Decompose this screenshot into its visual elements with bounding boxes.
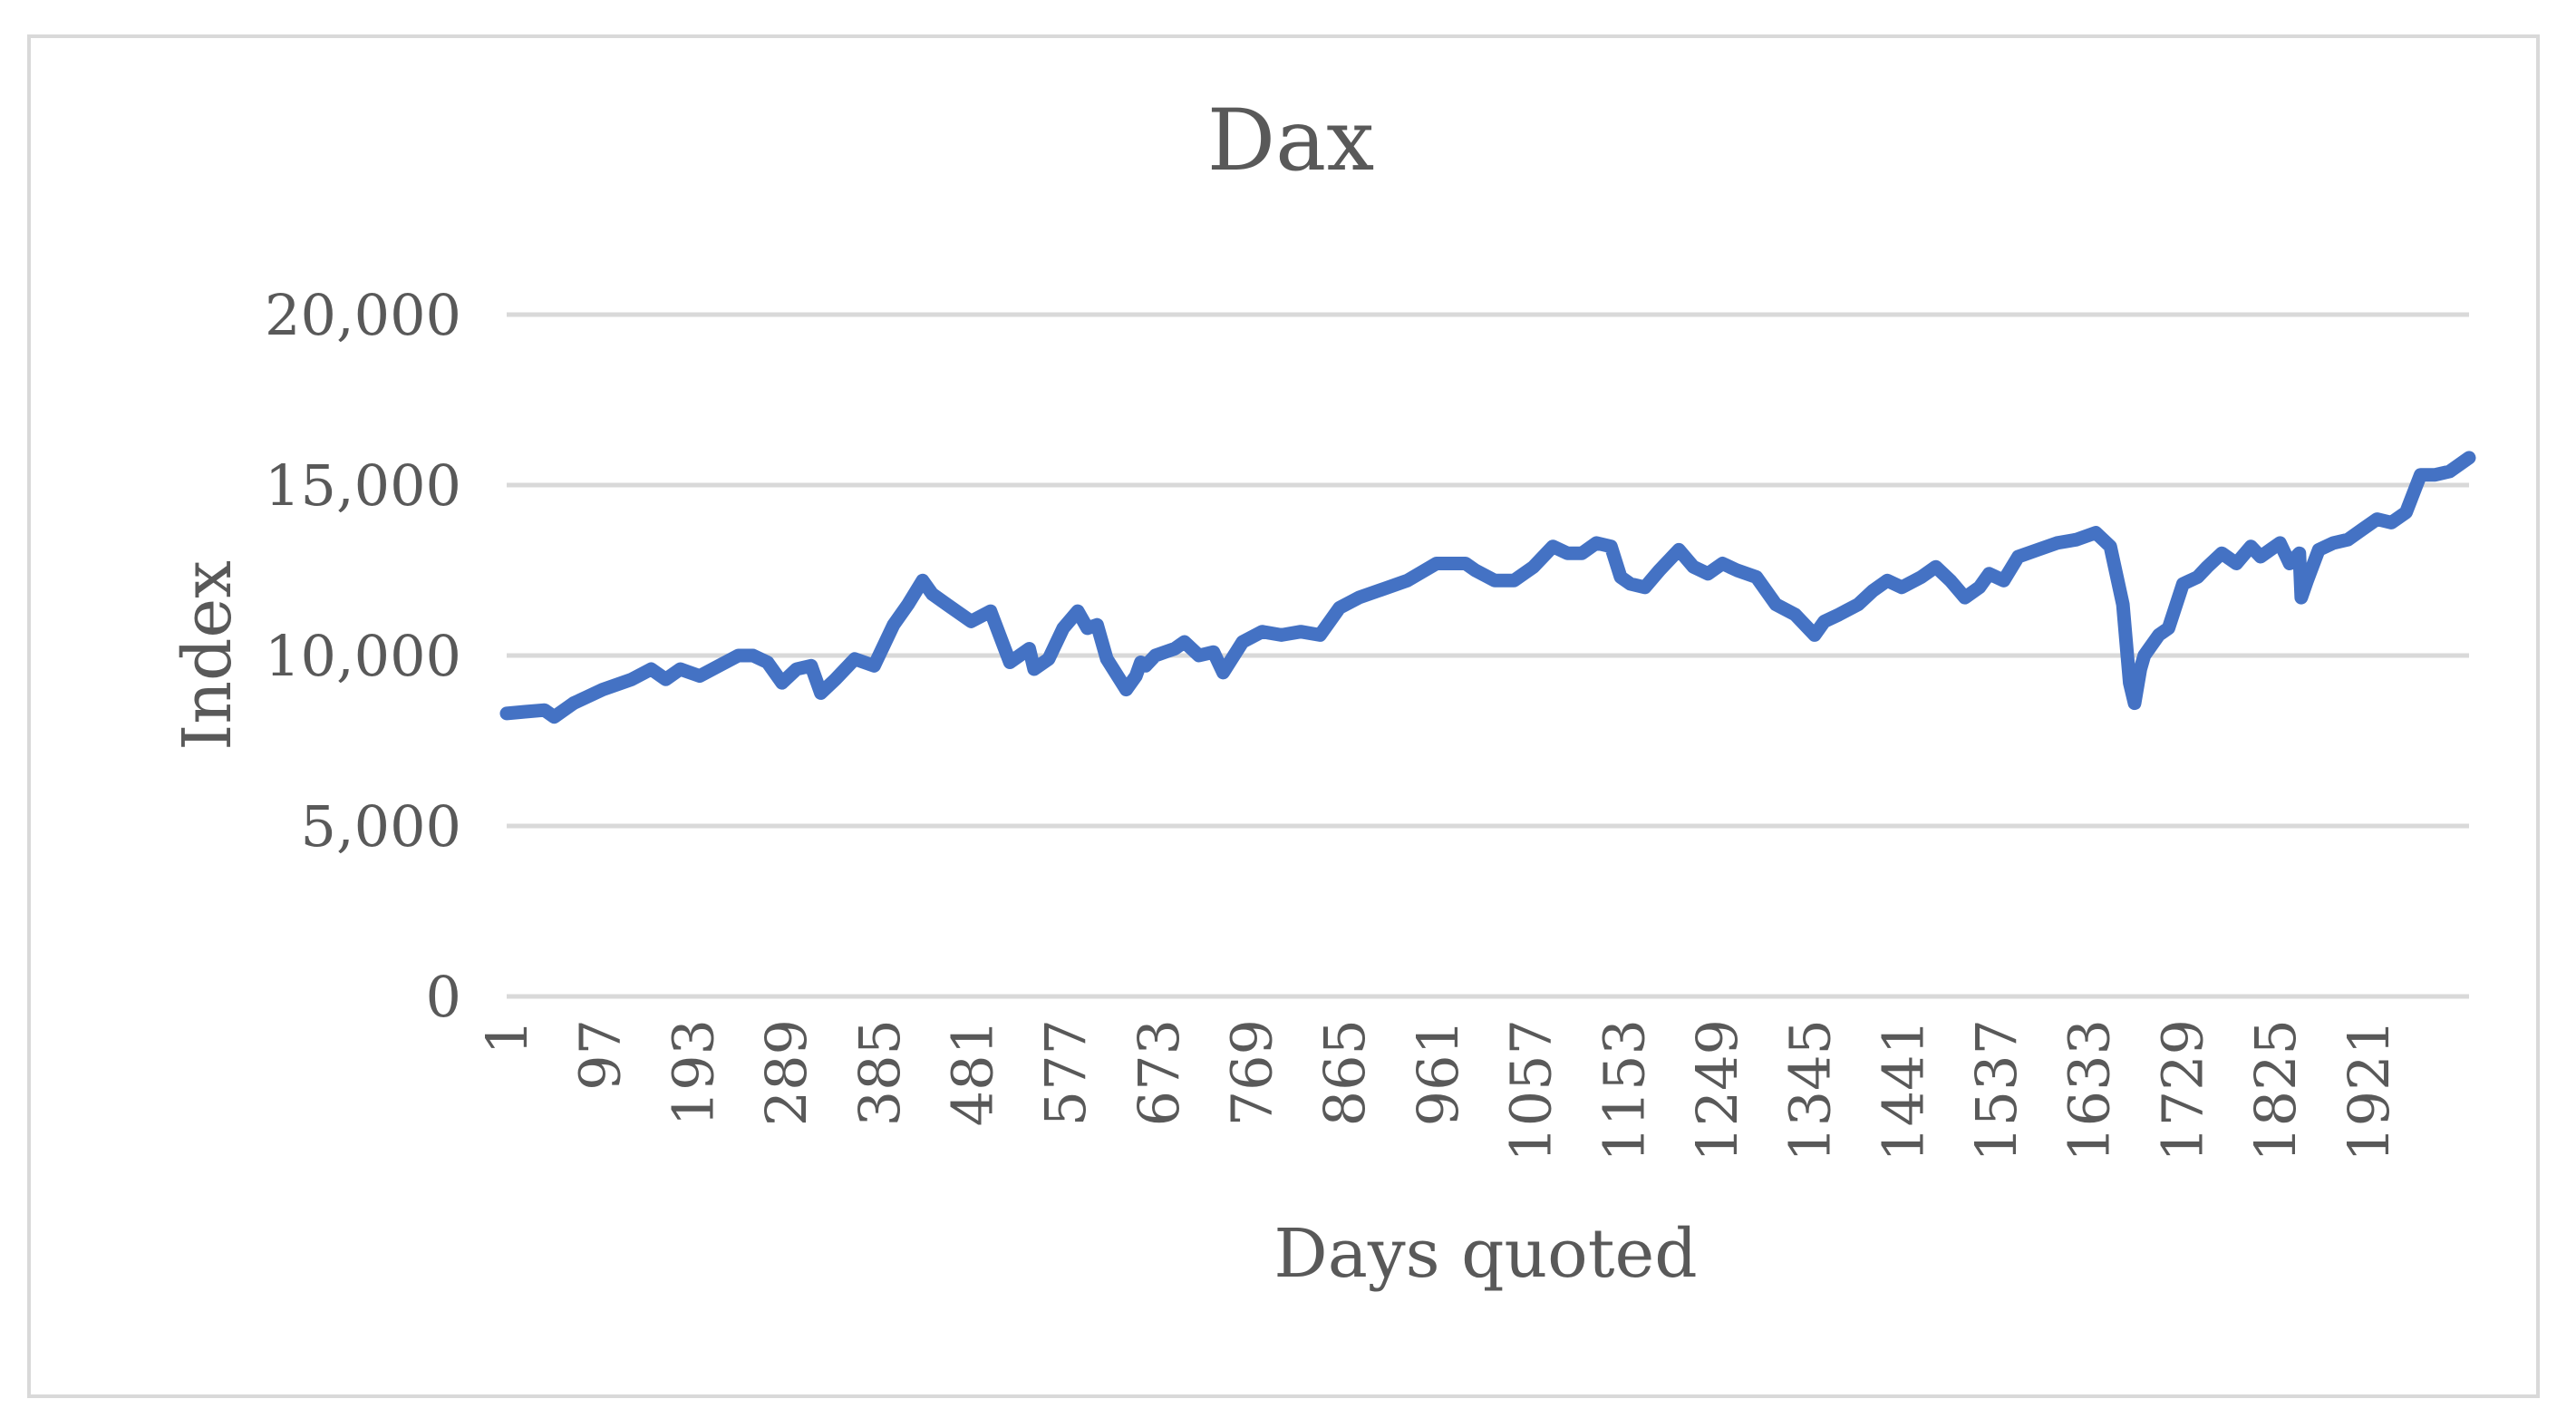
x-tick-label: 1057 <box>1498 1019 1564 1162</box>
x-tick-label: 865 <box>1312 1019 1378 1126</box>
y-tick-label: 20,000 <box>265 282 461 348</box>
x-tick-label: 673 <box>1126 1019 1192 1126</box>
x-tick-label: 1921 <box>2336 1019 2402 1162</box>
y-tick-label: 10,000 <box>265 623 461 689</box>
x-tick-label: 1249 <box>1684 1019 1750 1162</box>
chart-frame: Dax 0 5,000 10,000 15,000 20,000 1 97 193 289 38… <box>27 34 2540 1398</box>
x-tick-label: 961 <box>1405 1019 1471 1126</box>
x-tick-label: 1 <box>474 1019 540 1054</box>
x-tick-label: 1633 <box>2057 1019 2123 1162</box>
x-tick-label: 1345 <box>1777 1019 1844 1162</box>
x-tick-label: 1537 <box>1963 1019 2029 1162</box>
y-tick-label: 0 <box>426 964 461 1030</box>
x-tick-label: 769 <box>1219 1019 1285 1126</box>
y-tick-label: 15,000 <box>265 452 461 519</box>
y-axis-title: Index <box>169 560 247 751</box>
x-tick-label: 1153 <box>1591 1019 1657 1162</box>
x-tick-label: 193 <box>660 1019 726 1126</box>
series-line <box>499 451 2476 724</box>
x-tick-label: 289 <box>753 1019 819 1126</box>
y-axis-tick-labels: 0 5,000 10,000 15,000 20,000 <box>265 282 461 1030</box>
x-tick-label: 1729 <box>2149 1019 2215 1162</box>
x-axis-title: Days quoted <box>1273 1215 1697 1293</box>
line-chart: Dax 0 5,000 10,000 15,000 20,000 1 97 193 289 38… <box>169 92 2476 1293</box>
x-tick-label: 385 <box>847 1019 913 1126</box>
x-tick-label: 97 <box>567 1019 634 1091</box>
x-tick-label: 1825 <box>2242 1019 2309 1162</box>
x-tick-label: 577 <box>1032 1019 1099 1126</box>
x-tick-label: 1441 <box>1870 1019 1936 1162</box>
gridlines <box>507 312 2469 999</box>
x-axis-tick-labels: 1 97 193 289 385 481 577 673 769 865 961 1057 1153 12… <box>474 1019 2402 1162</box>
series-group <box>499 451 2476 724</box>
chart-title: Dax <box>1207 92 1374 190</box>
x-tick-label: 481 <box>939 1019 1005 1126</box>
y-tick-label: 5,000 <box>301 793 462 860</box>
